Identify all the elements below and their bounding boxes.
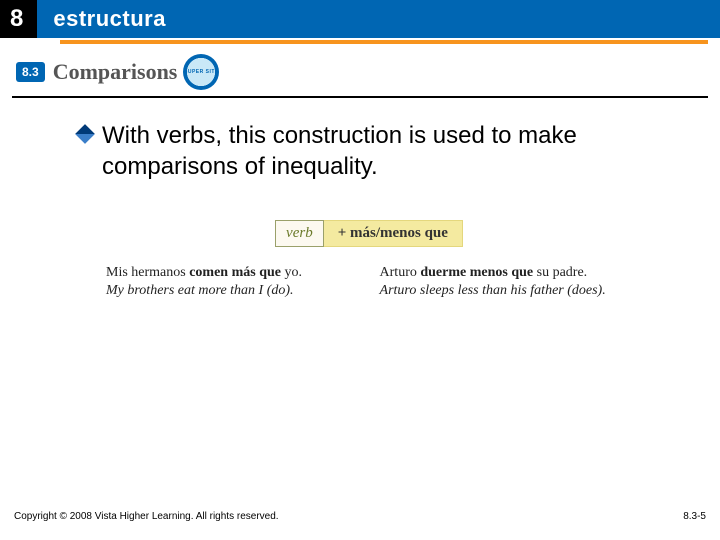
formula-verb: verb: [275, 220, 324, 247]
ex-right-es-post: su padre.: [533, 265, 587, 280]
formula-box: verb + más/menos que: [78, 220, 660, 247]
example-right-en: Arturo sleeps less than his father (does…: [380, 283, 632, 299]
ex-right-es-bold: duerme menos que: [420, 265, 533, 280]
example-right-es: Arturo duerme menos que su padre.: [380, 265, 632, 281]
subheader: 8.3 Comparisons SUPER SITE: [16, 54, 720, 90]
ex-left-es-pre: Mis hermanos: [106, 265, 189, 280]
bullet-row: With verbs, this construction is used to…: [78, 120, 660, 182]
examples-row: Mis hermanos comen más que yo. My brothe…: [78, 265, 660, 299]
example-left: Mis hermanos comen más que yo. My brothe…: [106, 265, 358, 299]
content-area: With verbs, this construction is used to…: [0, 98, 720, 299]
supersite-icon: SUPER SITE: [183, 54, 219, 90]
section-title: Comparisons: [53, 59, 178, 85]
example-left-es: Mis hermanos comen más que yo.: [106, 265, 358, 281]
ex-left-es-post: yo.: [281, 265, 302, 280]
header-bar: 8 estructura: [0, 0, 720, 38]
formula-rest: + más/menos que: [324, 220, 463, 247]
section-badge: 8.3: [16, 62, 45, 82]
example-right: Arturo duerme menos que su padre. Arturo…: [380, 265, 632, 299]
ex-right-es-pre: Arturo: [380, 265, 421, 280]
copyright-text: Copyright © 2008 Vista Higher Learning. …: [14, 511, 279, 522]
diamond-bullet-icon: [75, 124, 95, 144]
orange-rule: [60, 40, 708, 44]
chapter-title: estructura: [37, 0, 720, 38]
example-left-en: My brothers eat more than I (do).: [106, 283, 358, 299]
supersite-label: SUPER SITE: [184, 70, 219, 75]
page-number: 8.3-5: [683, 511, 706, 522]
bullet-text: With verbs, this construction is used to…: [102, 120, 660, 182]
ex-left-es-bold: comen más que: [189, 265, 281, 280]
footer: Copyright © 2008 Vista Higher Learning. …: [14, 511, 706, 522]
chapter-number: 8: [0, 0, 37, 38]
